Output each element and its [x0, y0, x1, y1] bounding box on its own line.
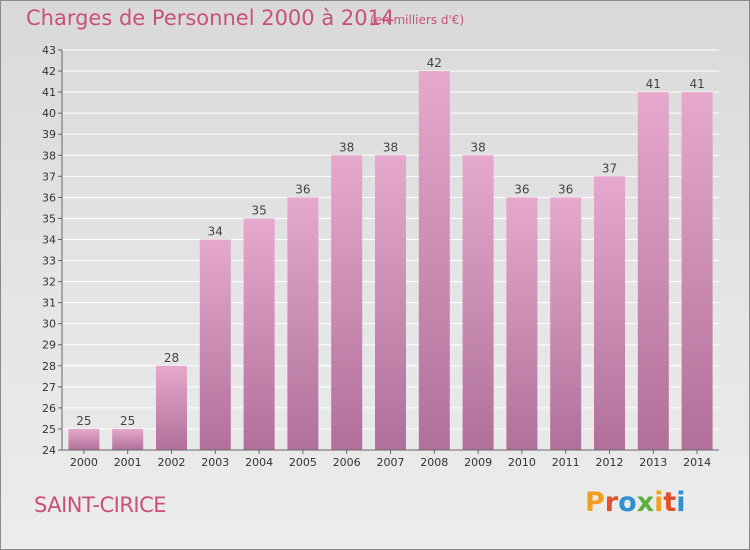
data-label: 25 [120, 414, 135, 428]
proxiti-logo: Proxiti [585, 487, 686, 518]
logo-letter: i [676, 487, 686, 518]
y-tick-label: 37 [42, 170, 56, 183]
y-tick-label: 35 [42, 212, 56, 225]
bars [68, 71, 713, 454]
y-tick-label: 31 [42, 297, 56, 310]
y-tick-label: 41 [42, 86, 56, 99]
logo-letter: t [663, 487, 677, 518]
y-tick-label: 34 [42, 233, 56, 246]
bar [287, 197, 319, 450]
bar [156, 365, 187, 450]
y-tick-label: 27 [42, 381, 56, 394]
y-tick-label: 26 [42, 402, 56, 415]
chart-title: Charges de Personnel 2000 à 2014 [26, 6, 395, 30]
logo-letter: i [654, 487, 664, 518]
y-tick-label: 39 [42, 128, 56, 141]
bar [418, 71, 450, 450]
data-label: 36 [295, 182, 310, 196]
y-tick-label: 36 [42, 191, 56, 204]
data-label: 38 [470, 140, 485, 154]
bar [594, 176, 625, 450]
x-tick-label: 2001 [114, 456, 142, 469]
y-tick-labels: 24 25 26 27 28 29 30 31 32 33 34 35 36 37 38 39 40 41 42 43 [42, 44, 56, 457]
x-tick-label: 2005 [289, 456, 317, 469]
x-tick-label: 2012 [596, 456, 624, 469]
y-tick-label: 38 [42, 149, 56, 162]
y-tick-label: 43 [42, 44, 56, 57]
x-tick-label: 2007 [377, 456, 405, 469]
y-tick-label: 24 [42, 444, 56, 457]
x-tick-label: 2014 [683, 456, 711, 469]
chart-subtitle: (en milliers d'€) [370, 13, 465, 27]
x-tick-label: 2009 [464, 456, 492, 469]
data-label: 25 [76, 414, 91, 428]
logo-letter: x [636, 487, 655, 518]
data-label: 37 [602, 161, 617, 175]
data-label: 42 [427, 56, 442, 70]
logo-letter: o [618, 487, 637, 518]
data-label: 38 [383, 140, 398, 154]
x-tick-label: 2002 [158, 456, 186, 469]
y-tick-label: 30 [42, 318, 56, 331]
x-tick-label: 2008 [420, 456, 448, 469]
data-label: 36 [558, 182, 573, 196]
y-tick-label: 40 [42, 107, 56, 120]
y-tick-label: 33 [42, 255, 56, 268]
bar [199, 239, 231, 450]
bar [375, 155, 406, 450]
data-label: 41 [689, 77, 704, 91]
bar [331, 155, 363, 450]
data-label: 41 [646, 77, 661, 91]
data-label: 38 [339, 140, 354, 154]
data-label: 28 [164, 351, 179, 365]
data-label: 34 [208, 224, 223, 238]
bar [68, 428, 100, 450]
x-tick-label: 2000 [70, 456, 98, 469]
x-tick-labels: 2000 2001 2002 2003 2004 2005 2006 2007 2008 2009… [70, 456, 711, 469]
axes [61, 50, 719, 451]
bar [506, 197, 538, 450]
bar [243, 218, 275, 450]
x-tick-label: 2003 [201, 456, 229, 469]
x-tick-label: 2011 [552, 456, 580, 469]
bar [462, 155, 494, 450]
logo-letter: r [604, 487, 619, 518]
x-tick-label: 2010 [508, 456, 536, 469]
data-labels: 25 25 28 34 35 36 38 38 42 38 36 36 37 41 41 [76, 56, 704, 428]
y-tick-label: 29 [42, 339, 56, 352]
bar [637, 92, 669, 451]
y-tick-label: 28 [42, 360, 56, 373]
y-tick-label: 42 [42, 65, 56, 78]
bar [112, 428, 144, 450]
y-tick-label: 32 [42, 276, 56, 289]
x-tick-label: 2006 [333, 456, 361, 469]
y-tick-label: 25 [42, 423, 56, 436]
data-label: 36 [514, 182, 529, 196]
bar [681, 92, 713, 451]
data-label: 35 [251, 203, 266, 217]
x-tick-label: 2004 [245, 456, 273, 469]
x-tick-label: 2013 [639, 456, 667, 469]
logo-letter: P [585, 487, 605, 518]
bar [550, 197, 582, 450]
commune-name: SAINT-CIRICE [34, 493, 167, 517]
